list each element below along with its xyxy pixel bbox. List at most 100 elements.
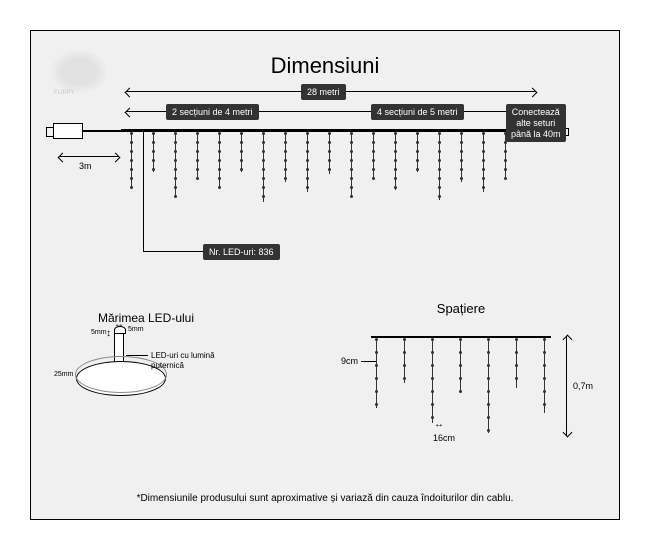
- led-bead: [328, 132, 331, 135]
- led-bead: [372, 132, 375, 135]
- led-bead: [431, 390, 434, 393]
- icicle-strand: [153, 132, 154, 172]
- led-bead: [240, 159, 243, 162]
- led-bead: [152, 141, 155, 144]
- led-bead: [218, 150, 221, 153]
- led-bead: [130, 186, 133, 189]
- led-bead: [487, 403, 490, 406]
- led-bead: [543, 377, 546, 380]
- led-base-label: 25mm: [54, 371, 73, 378]
- led-bead: [375, 403, 378, 406]
- led-bead: [504, 168, 507, 171]
- icicle-strand: [516, 338, 517, 388]
- led-bead: [174, 132, 177, 135]
- led-bead: [306, 132, 309, 135]
- icicle-strand: [544, 338, 545, 413]
- led-bead: [284, 159, 287, 162]
- led-bead: [431, 364, 434, 367]
- icicle-strand: [483, 132, 484, 192]
- icicle-strand: [307, 132, 308, 192]
- led-bead: [438, 150, 441, 153]
- led-bead: [543, 403, 546, 406]
- led-bead: [459, 364, 462, 367]
- icicle-strand: [488, 338, 489, 433]
- diagram-frame: Dimensiuni 28 metri 2 secțiuni de 4 metr…: [30, 30, 620, 520]
- led-bead: [372, 159, 375, 162]
- led-bead: [372, 177, 375, 180]
- led-bead: [460, 141, 463, 144]
- led-bead: [306, 177, 309, 180]
- led-bead: [196, 132, 199, 135]
- led-bead: [306, 186, 309, 189]
- led-bead: [284, 132, 287, 135]
- icicle-strand: [417, 132, 418, 172]
- led-bead: [152, 159, 155, 162]
- led-bead: [350, 150, 353, 153]
- led-bead: [218, 186, 221, 189]
- led-bead: [196, 168, 199, 171]
- icicle-strand: [241, 132, 242, 172]
- led-bead: [196, 141, 199, 144]
- led-w-label: 5mm: [128, 326, 144, 333]
- led-bead: [459, 338, 462, 341]
- led-bead: [130, 168, 133, 171]
- led-bead: [543, 351, 546, 354]
- sp-horiz-arrow: ↔: [434, 419, 444, 430]
- sp-vert-lead: [361, 361, 376, 362]
- led-bead: [375, 377, 378, 380]
- led-bead: [350, 159, 353, 162]
- lead-line-1: [143, 131, 144, 251]
- icicle-strand: [197, 132, 198, 177]
- led-bead: [350, 177, 353, 180]
- footnote: *Dimensiunile produsului sunt aproximati…: [137, 493, 514, 504]
- led-bead: [438, 132, 441, 135]
- led-lead: [126, 355, 148, 356]
- led-bead: [375, 351, 378, 354]
- icicle-strand: [376, 338, 377, 408]
- icicle-strand: [263, 132, 264, 202]
- led-bead: [504, 132, 507, 135]
- led-bead: [394, 186, 397, 189]
- led-bead: [218, 168, 221, 171]
- sp-height-label: 0,7m: [573, 381, 593, 391]
- led-bead: [416, 141, 419, 144]
- icicle-strand: [373, 132, 374, 180]
- led-bead: [262, 141, 265, 144]
- sp-height-dim: [566, 336, 567, 436]
- led-bead: [152, 132, 155, 135]
- led-bead: [130, 159, 133, 162]
- led-bead: [394, 132, 397, 135]
- led-bead: [174, 168, 177, 171]
- led-bead: [262, 168, 265, 171]
- led-bead: [487, 416, 490, 419]
- led-bead: [174, 177, 177, 180]
- arrow-h: ↕: [106, 328, 111, 339]
- led-bead: [375, 364, 378, 367]
- led-bead: [487, 364, 490, 367]
- led-bead: [460, 168, 463, 171]
- led-bead: [482, 141, 485, 144]
- led-bead: [543, 338, 546, 341]
- led-bead: [482, 159, 485, 162]
- led-bead: [438, 159, 441, 162]
- led-bead: [350, 141, 353, 144]
- led-bead: [262, 132, 265, 135]
- icicle-strand: [461, 132, 462, 182]
- led-bead: [487, 429, 490, 432]
- led-bead: [487, 377, 490, 380]
- led-bead: [372, 150, 375, 153]
- led-bead: [438, 177, 441, 180]
- led-bead: [196, 150, 199, 153]
- label-led-count: Nr. LED-uri: 836: [203, 244, 280, 260]
- led-bead: [218, 132, 221, 135]
- led-bead: [306, 141, 309, 144]
- led-bead: [196, 177, 199, 180]
- led-bead: [284, 177, 287, 180]
- icicle-strand: [329, 132, 330, 174]
- led-bead: [487, 351, 490, 354]
- led-size-section: Mărimea LED-ului 5mm ↕ 5mm ↔ 25mm LED-ur…: [56, 311, 236, 461]
- led-bead: [459, 390, 462, 393]
- led-bead: [459, 351, 462, 354]
- led-bead: [284, 141, 287, 144]
- led-bead: [174, 141, 177, 144]
